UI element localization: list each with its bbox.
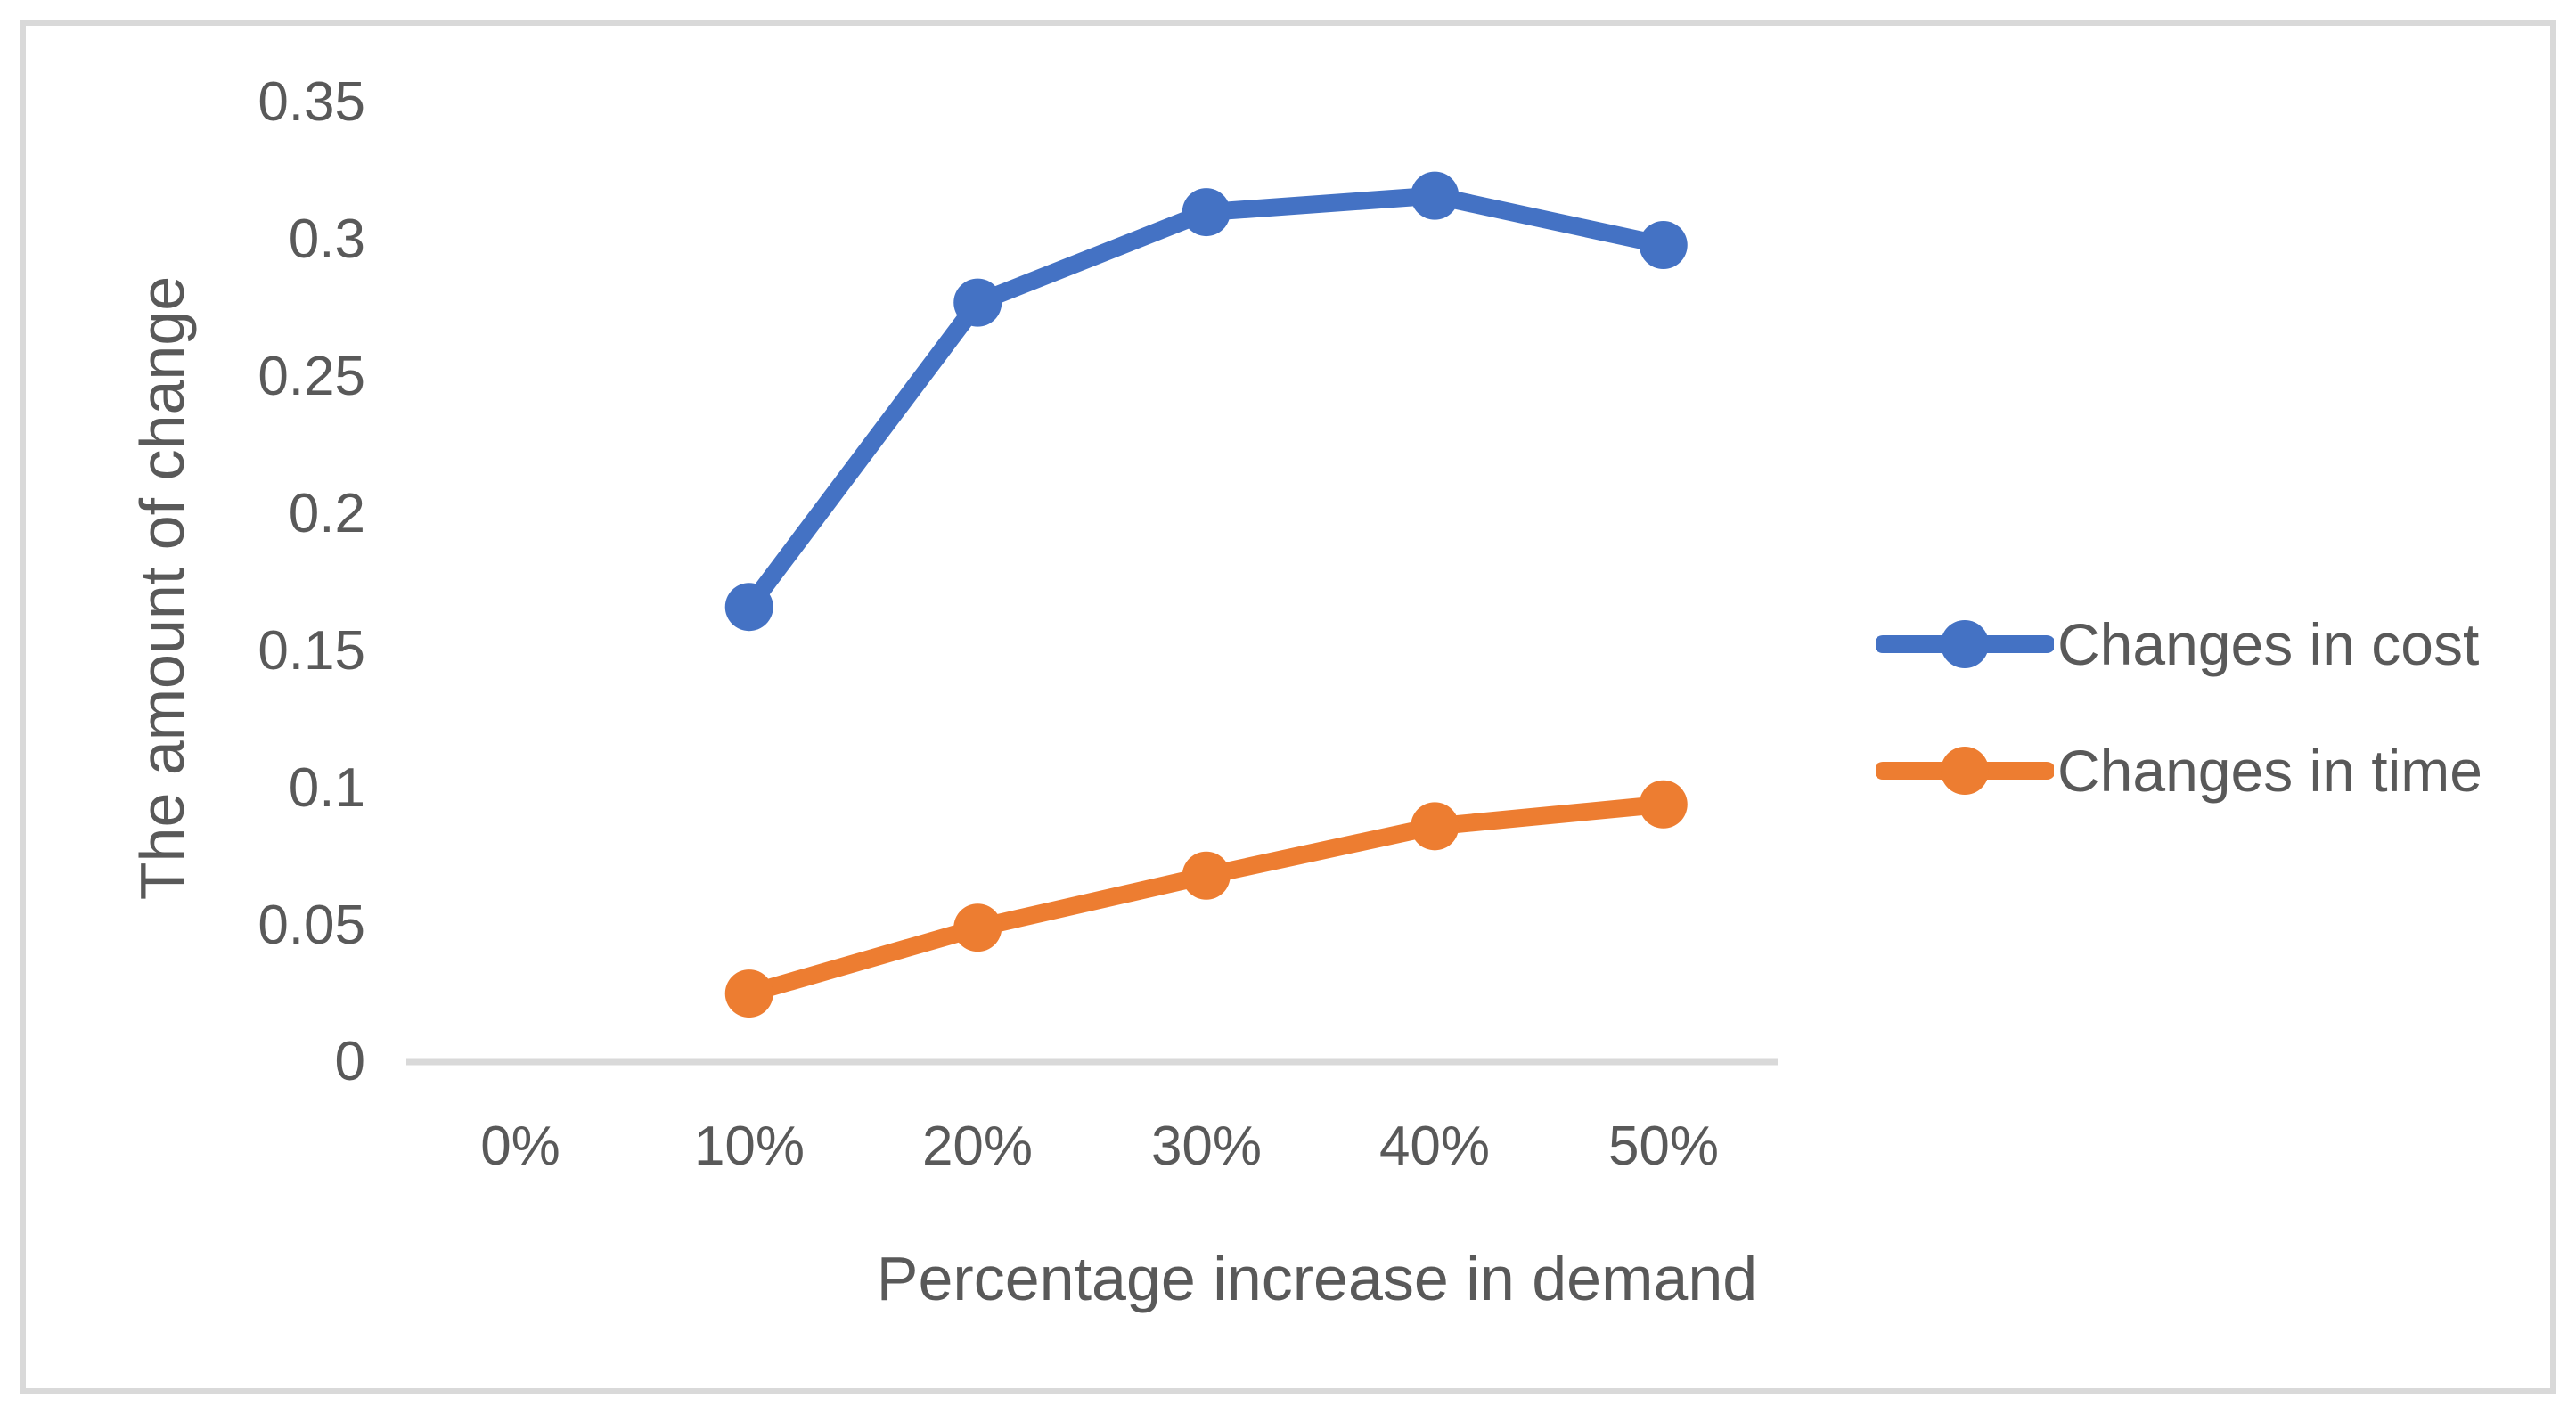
y-axis-tick-label: 0 (334, 1031, 365, 1092)
x-axis-tick-label: 10% (693, 1116, 806, 1177)
legend-item-changes-in-time: Changes in time (1876, 733, 2482, 808)
data-point-marker (724, 969, 773, 1018)
y-axis-tick-label: 0.25 (258, 346, 365, 407)
data-point-marker (1411, 171, 1460, 220)
data-point-marker (953, 278, 1002, 327)
data-point-marker (1182, 188, 1231, 237)
y-axis-tick-label: 0.1 (288, 757, 365, 819)
data-point-marker (1182, 851, 1231, 900)
legend-label: Changes in cost (2057, 611, 2480, 677)
y-axis-tick-label: 0.3 (288, 208, 365, 270)
data-point-marker (1639, 221, 1688, 270)
x-axis-tick-label: 30% (1150, 1116, 1263, 1177)
legend-label: Changes in time (2057, 738, 2482, 804)
y-axis-tick-label: 0.05 (258, 895, 365, 956)
data-point-marker (953, 903, 1002, 952)
data-point-marker (1639, 780, 1688, 829)
legend-line-marker-cost-icon (1876, 620, 2054, 668)
x-axis-tick-label: 50% (1607, 1116, 1720, 1177)
series-layer (724, 171, 1688, 1018)
data-point-marker (1411, 802, 1460, 851)
legend-line-marker-time-icon (1876, 747, 2054, 795)
y-axis-title: The amount of change (127, 275, 197, 901)
chart-outer-border (20, 20, 2556, 1394)
y-axis-tick-label: 0.35 (258, 71, 365, 133)
x-axis-tick-label: 20% (921, 1116, 1034, 1177)
x-axis-tick-label: 0% (480, 1116, 560, 1177)
y-axis-tick-label: 0.2 (288, 483, 365, 544)
x-axis-title: Percentage increase in demand (876, 1244, 1758, 1313)
legend-item-changes-in-cost: Changes in cost (1876, 607, 2479, 682)
data-point-marker (724, 583, 773, 632)
series-line-0 (740, 186, 1672, 617)
y-axis-tick-label: 0.15 (258, 620, 365, 682)
x-axis-tick-label: 40% (1378, 1116, 1491, 1177)
